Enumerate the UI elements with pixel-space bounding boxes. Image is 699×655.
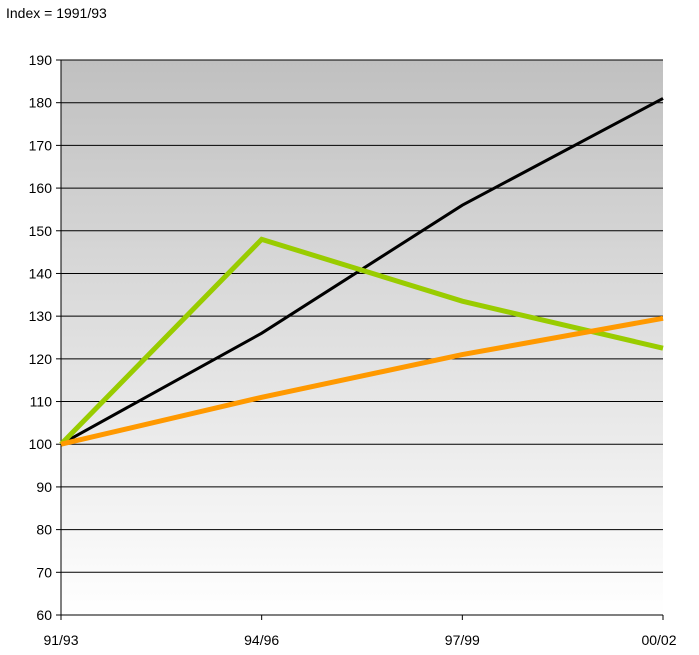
series-lines	[59, 97, 664, 447]
x-tick-label-0: 91/93	[43, 632, 78, 648]
unit-note: Index = 1991/93	[6, 5, 107, 21]
y-tick-label-9: 150	[29, 223, 53, 239]
y-tick-label-4: 100	[29, 436, 53, 452]
series-line-1	[59, 236, 664, 446]
axes	[56, 59, 664, 620]
y-tick-label-8: 140	[29, 265, 53, 281]
y-tick-label-7: 130	[29, 308, 53, 324]
x-tick-label-1: 94/96	[244, 632, 279, 648]
y-tick-label-5: 110	[30, 394, 53, 410]
y-tick-label-10: 160	[29, 180, 53, 196]
x-tick-label-2: 97/99	[445, 632, 480, 648]
y-tick-label-3: 90	[36, 479, 52, 495]
y-tick-label-2: 80	[36, 522, 52, 538]
y-tick-label-1: 70	[36, 564, 52, 580]
series-line-2	[60, 315, 664, 447]
y-tick-label-6: 120	[29, 351, 53, 367]
x-tick-labels: 91/93 94/96 97/99 00/02	[43, 632, 676, 648]
y-tick-label-13: 190	[29, 52, 53, 68]
y-tick-labels: 60 70 80 90 100 110 120 130 140 150 160 170 180 190	[29, 52, 53, 623]
x-tick-label-3: 00/02	[641, 632, 676, 648]
gridlines	[61, 59, 663, 616]
plot-area	[61, 60, 663, 615]
y-tick-label-0: 60	[36, 607, 52, 623]
y-tick-label-12: 180	[29, 95, 53, 111]
y-tick-label-11: 170	[29, 137, 53, 153]
